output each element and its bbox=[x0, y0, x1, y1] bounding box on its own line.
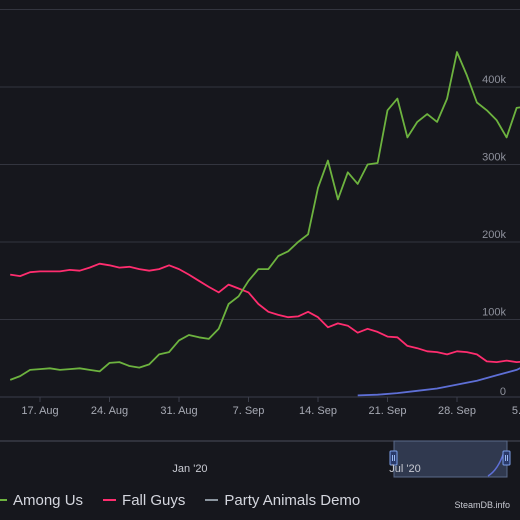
credit-link[interactable]: SteamDB.info bbox=[454, 500, 510, 510]
navigator-handle-left[interactable] bbox=[389, 450, 398, 466]
x-tick-label: 21. Sep bbox=[369, 405, 407, 417]
x-tick-label: 14. Sep bbox=[299, 405, 337, 417]
navigator-label-jan: Jan '20 bbox=[172, 463, 207, 475]
series-line-unnamed bbox=[357, 367, 520, 397]
legend-label-fall-guys: Fall Guys bbox=[122, 491, 186, 509]
navigator-label-jul: Jul '20 bbox=[389, 463, 420, 475]
x-tick-label: 17. Aug bbox=[21, 405, 58, 417]
legend-item-among-us[interactable]: Among Us bbox=[0, 492, 83, 509]
navigator[interactable]: Jan '20 Jul '20 bbox=[0, 440, 520, 478]
legend-label-among-us: Among Us bbox=[13, 491, 84, 509]
legend-swatch-fall-guys bbox=[103, 499, 117, 501]
navigator-handle-right[interactable] bbox=[502, 450, 511, 466]
legend-item-party-animals-demo[interactable]: Party Animals Demo bbox=[205, 492, 360, 509]
x-tick-label: 28. Sep bbox=[438, 405, 476, 417]
y-tick-label: 100k bbox=[482, 307, 506, 319]
legend-swatch-among-us bbox=[0, 499, 7, 501]
legend-label-party-animals-demo: Party Animals Demo bbox=[224, 491, 361, 509]
legend: Among Us Fall Guys Party Animals Demo bbox=[0, 488, 380, 512]
x-axis-ticks: 17. Aug 24. Aug 31. Aug 7. Sep 14. Sep 21. Se… bbox=[21, 397, 520, 417]
x-tick-label: 7. Sep bbox=[233, 405, 265, 417]
y-axis-labels: 0 100k 200k 300k 400k bbox=[482, 74, 506, 398]
x-tick-label: 31. Aug bbox=[160, 405, 197, 417]
grid bbox=[0, 9, 520, 320]
legend-item-fall-guys[interactable]: Fall Guys bbox=[103, 492, 185, 509]
x-tick-label: 5. Oct bbox=[512, 405, 520, 417]
y-tick-label: 300k bbox=[482, 152, 506, 164]
legend-swatch-party-animals-demo bbox=[205, 499, 219, 501]
series-line-among-us bbox=[9, 51, 520, 381]
y-tick-label: 200k bbox=[482, 229, 506, 241]
y-tick-label: 0 bbox=[500, 386, 506, 398]
x-tick-label: 24. Aug bbox=[91, 405, 128, 417]
series-lines bbox=[9, 51, 520, 397]
series-line-fall-guys bbox=[10, 262, 520, 363]
y-tick-label: 400k bbox=[482, 74, 506, 86]
